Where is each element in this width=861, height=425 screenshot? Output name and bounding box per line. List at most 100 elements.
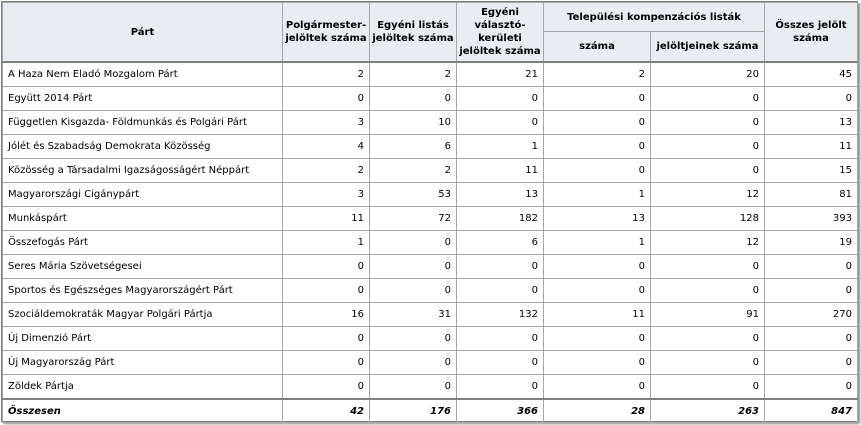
cell-comp-count: 0 xyxy=(543,86,651,111)
cell-total: 0 xyxy=(764,254,858,279)
totals-mayor: 42 xyxy=(282,398,370,423)
cell-mayor: 0 xyxy=(282,86,370,111)
table-row: Seres Mária Szövetségesei 0 0 0 0 0 0 xyxy=(2,254,858,279)
cell-comp-count: 0 xyxy=(543,278,651,303)
cell-comp-candidates: 0 xyxy=(650,110,765,135)
cell-total: 45 xyxy=(764,61,858,87)
cell-total: 0 xyxy=(764,326,858,351)
cell-comp-candidates: 12 xyxy=(650,230,765,255)
cell-comp-count: 0 xyxy=(543,110,651,135)
table-header: Párt Polgármester-jelöltek száma Egyéni … xyxy=(2,2,858,63)
header-party: Párt xyxy=(2,2,283,63)
header-comp-candidates: jelöltjeinek száma xyxy=(650,31,765,63)
cell-district: 0 xyxy=(456,254,544,279)
cell-comp-candidates: 0 xyxy=(650,278,765,303)
cell-total: 11 xyxy=(764,134,858,159)
cell-comp-count: 0 xyxy=(543,134,651,159)
cell-mayor: 2 xyxy=(282,158,370,183)
cell-mayor: 0 xyxy=(282,350,370,375)
table-row: Új Magyarország Párt 0 0 0 0 0 0 xyxy=(2,350,858,375)
table-row: Munkáspárt 11 72 182 13 128 393 xyxy=(2,206,858,231)
cell-comp-count: 0 xyxy=(543,350,651,375)
cell-individual: 0 xyxy=(369,350,457,375)
cell-district: 13 xyxy=(456,182,544,207)
header-district: Egyéni választó-kerületi jelöltek száma xyxy=(456,2,544,63)
cell-party: Új Magyarország Párt xyxy=(2,350,283,375)
cell-district: 0 xyxy=(456,326,544,351)
cell-district: 1 xyxy=(456,134,544,159)
cell-party: Zöldek Pártja xyxy=(2,374,283,400)
table-body: A Haza Nem Eladó Mozgalom Párt 2 2 21 2 20 45 E… xyxy=(2,61,858,400)
cell-total: 393 xyxy=(764,206,858,231)
cell-mayor: 3 xyxy=(282,182,370,207)
cell-individual: 72 xyxy=(369,206,457,231)
header-compensation-group: Települési kompenzációs listák xyxy=(543,2,765,32)
totals-district: 366 xyxy=(456,398,544,423)
cell-individual: 0 xyxy=(369,230,457,255)
cell-district: 132 xyxy=(456,302,544,327)
cell-comp-candidates: 0 xyxy=(650,134,765,159)
header-comp-count: száma xyxy=(543,31,651,63)
cell-district: 11 xyxy=(456,158,544,183)
cell-total: 19 xyxy=(764,230,858,255)
cell-individual: 6 xyxy=(369,134,457,159)
header-individual-list: Egyéni listás jelöltek száma xyxy=(369,2,457,63)
cell-district: 6 xyxy=(456,230,544,255)
totals-row: Összesen 42 176 366 28 263 847 xyxy=(2,398,858,423)
cell-total: 270 xyxy=(764,302,858,327)
cell-individual: 2 xyxy=(369,158,457,183)
cell-mayor: 0 xyxy=(282,374,370,400)
cell-party: A Haza Nem Eladó Mozgalom Párt xyxy=(2,61,283,87)
cell-comp-candidates: 0 xyxy=(650,326,765,351)
totals-comp-count: 28 xyxy=(543,398,651,423)
totals-label: Összesen xyxy=(2,398,283,423)
cell-comp-count: 0 xyxy=(543,254,651,279)
cell-comp-candidates: 0 xyxy=(650,86,765,111)
cell-comp-count: 11 xyxy=(543,302,651,327)
cell-comp-count: 0 xyxy=(543,326,651,351)
cell-individual: 0 xyxy=(369,86,457,111)
cell-mayor: 11 xyxy=(282,206,370,231)
cell-comp-candidates: 91 xyxy=(650,302,765,327)
cell-district: 0 xyxy=(456,86,544,111)
table-row: Magyarországi Cigánypárt 3 53 13 1 12 81 xyxy=(2,182,858,207)
cell-individual: 0 xyxy=(369,374,457,400)
cell-party: Együtt 2014 Párt xyxy=(2,86,283,111)
cell-mayor: 0 xyxy=(282,278,370,303)
cell-individual: 53 xyxy=(369,182,457,207)
cell-party: Munkáspárt xyxy=(2,206,283,231)
table-footer: Összesen 42 176 366 28 263 847 xyxy=(2,398,858,423)
cell-party: Új Dimenzió Párt xyxy=(2,326,283,351)
cell-mayor: 16 xyxy=(282,302,370,327)
cell-comp-candidates: 128 xyxy=(650,206,765,231)
cell-individual: 0 xyxy=(369,326,457,351)
cell-comp-candidates: 0 xyxy=(650,374,765,400)
table-row: A Haza Nem Eladó Mozgalom Párt 2 2 21 2 20 45 xyxy=(2,61,858,87)
cell-comp-count: 13 xyxy=(543,206,651,231)
cell-total: 81 xyxy=(764,182,858,207)
cell-total: 0 xyxy=(764,278,858,303)
cell-party: Független Kisgazda- Földmunkás és Polgár… xyxy=(2,110,283,135)
table-row: Együtt 2014 Párt 0 0 0 0 0 0 xyxy=(2,86,858,111)
cell-party: Közösség a Társadalmi Igazságosságért Né… xyxy=(2,158,283,183)
cell-comp-candidates: 12 xyxy=(650,182,765,207)
cell-district: 0 xyxy=(456,374,544,400)
cell-individual: 10 xyxy=(369,110,457,135)
cell-comp-candidates: 0 xyxy=(650,350,765,375)
table-row: Új Dimenzió Párt 0 0 0 0 0 0 xyxy=(2,326,858,351)
cell-mayor: 2 xyxy=(282,61,370,87)
header-total: Összes jelölt száma xyxy=(764,2,858,63)
cell-individual: 31 xyxy=(369,302,457,327)
table-row: Sportos és Egészséges Magyarországért Pá… xyxy=(2,278,858,303)
cell-total: 13 xyxy=(764,110,858,135)
cell-comp-candidates: 0 xyxy=(650,254,765,279)
cell-district: 0 xyxy=(456,350,544,375)
totals-comp-candidates: 263 xyxy=(650,398,765,423)
cell-comp-count: 1 xyxy=(543,182,651,207)
table-row: Zöldek Pártja 0 0 0 0 0 0 xyxy=(2,374,858,400)
cell-total: 0 xyxy=(764,86,858,111)
cell-district: 21 xyxy=(456,61,544,87)
table-row: Szociáldemokraták Magyar Polgári Pártja 1… xyxy=(2,302,858,327)
cell-district: 0 xyxy=(456,278,544,303)
